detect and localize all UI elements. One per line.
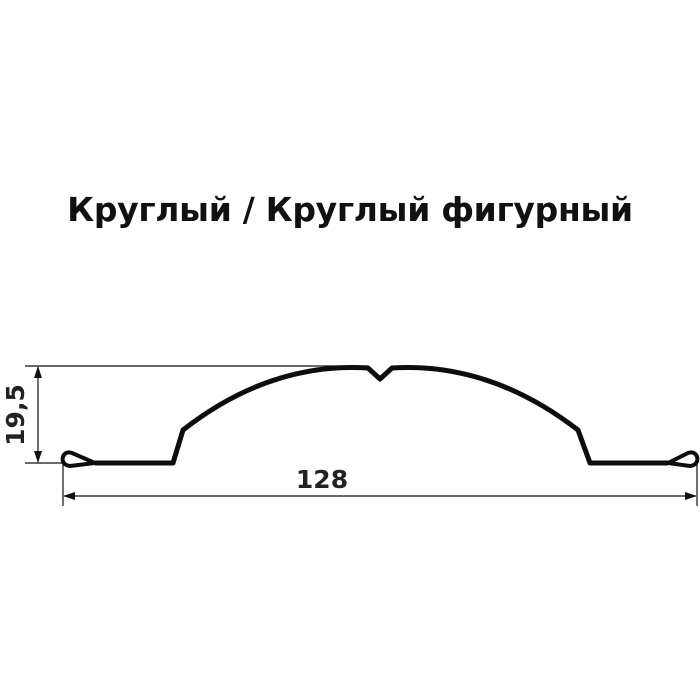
- profile-outline: [95, 365, 668, 466]
- right-hem-loop: [667, 450, 700, 468]
- height-dimension-label: 19,5: [1, 384, 30, 446]
- diagram-title: Круглый / Круглый фигурный: [67, 190, 633, 229]
- left-hem-loop: [60, 450, 96, 468]
- width-dimension-label: 128: [296, 465, 348, 494]
